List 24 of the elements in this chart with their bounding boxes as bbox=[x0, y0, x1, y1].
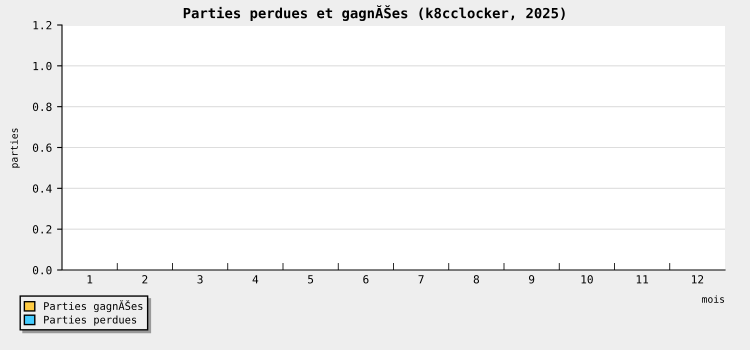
x-tick-label: 9 bbox=[528, 275, 534, 284]
x-tick-label: 5 bbox=[308, 275, 314, 284]
chart-title: Parties perdues et gagnĂŠes (k8cclocker, 2025) bbox=[184, 5, 565, 22]
x-tick-label: 2 bbox=[142, 275, 148, 284]
y-tick-label: 0.0 bbox=[32, 266, 52, 274]
y-tick-label: 0.4 bbox=[32, 184, 52, 193]
legend-label: Parties perdues bbox=[44, 316, 136, 326]
x-tick-label: 4 bbox=[252, 275, 258, 284]
x-tick-label: 3 bbox=[198, 275, 203, 284]
y-tick-label: 0.8 bbox=[32, 102, 52, 112]
x-tick-label: 6 bbox=[363, 275, 368, 284]
y-tick-label: 0.6 bbox=[32, 144, 52, 152]
y-tick-label: 0.2 bbox=[32, 225, 52, 234]
y-tick-label: 1.0 bbox=[34, 62, 52, 70]
x-tick-label: 1 bbox=[88, 275, 92, 284]
x-tick-label: 7 bbox=[418, 275, 424, 284]
x-tick-label: 10 bbox=[582, 275, 593, 284]
y-tick-label: 1.2 bbox=[34, 21, 52, 30]
x-tick-label: 12 bbox=[692, 275, 704, 284]
y-axis-title: parties bbox=[10, 128, 20, 168]
x-tick-label: 11 bbox=[636, 275, 648, 284]
legend-label: Parties gagnĂŠes bbox=[44, 300, 142, 312]
x-axis-title: mois bbox=[702, 295, 724, 303]
x-tick-label: 8 bbox=[474, 275, 480, 284]
